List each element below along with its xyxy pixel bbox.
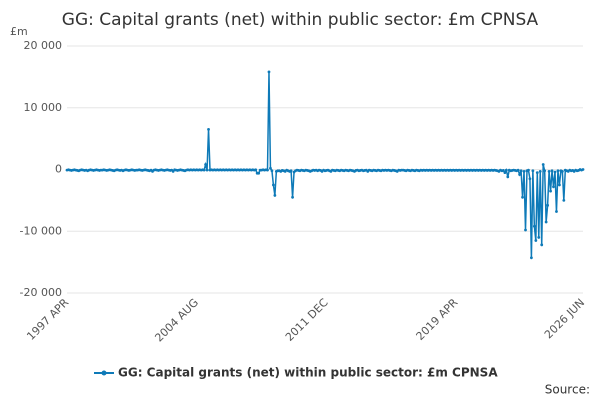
point xyxy=(272,183,275,187)
point xyxy=(503,171,507,174)
point xyxy=(540,243,544,247)
point xyxy=(522,169,526,173)
x-tick-label: 2026 JUN xyxy=(542,296,587,341)
point xyxy=(530,256,533,260)
point xyxy=(202,168,206,172)
point xyxy=(501,169,505,172)
point xyxy=(531,169,535,173)
point xyxy=(555,210,558,213)
point xyxy=(543,169,547,173)
legend-label: GG: Capital grants (net) within public s… xyxy=(118,366,498,380)
x-tick-label: 2019 APR xyxy=(414,296,461,343)
point xyxy=(535,171,539,174)
point xyxy=(205,168,209,172)
point xyxy=(516,168,520,172)
y-tick-label: -20 000 xyxy=(20,286,62,299)
point xyxy=(528,177,532,181)
point xyxy=(537,236,541,239)
point xyxy=(518,173,522,176)
point xyxy=(524,228,527,232)
point xyxy=(552,185,555,189)
chart-title: GG: Capital grants (net) within public s… xyxy=(62,10,539,30)
point xyxy=(544,220,548,224)
y-tick-label: 10 000 xyxy=(24,101,63,114)
y-unit: £m xyxy=(10,25,28,38)
point xyxy=(291,195,294,199)
point xyxy=(204,163,207,166)
x-tick-label: 1997 APR xyxy=(24,296,71,343)
point xyxy=(581,168,585,171)
point xyxy=(553,170,557,174)
point xyxy=(549,189,552,193)
point xyxy=(506,175,510,179)
source: Source: xyxy=(545,383,590,397)
x-tick-label: 2011 DEC xyxy=(283,296,331,344)
point xyxy=(269,166,272,170)
point xyxy=(534,239,538,242)
point xyxy=(254,168,258,172)
point xyxy=(546,203,550,207)
point xyxy=(541,163,545,166)
y-tick-label: 20 000 xyxy=(24,39,63,52)
point xyxy=(273,194,277,197)
point xyxy=(521,195,524,199)
point xyxy=(560,169,564,173)
point xyxy=(519,169,523,173)
legend-marker xyxy=(101,370,107,376)
point xyxy=(267,70,271,74)
point xyxy=(547,169,551,173)
series-line xyxy=(66,71,584,258)
point xyxy=(207,127,210,131)
point xyxy=(538,169,542,173)
point xyxy=(556,169,560,173)
point xyxy=(558,183,561,187)
point xyxy=(257,171,261,175)
point xyxy=(504,168,508,172)
point xyxy=(270,169,274,173)
point xyxy=(550,169,554,173)
legend: GG: Capital grants (net) within public s… xyxy=(94,366,498,380)
point xyxy=(527,168,530,172)
point xyxy=(532,224,536,228)
y-tick-label: 0 xyxy=(55,163,62,176)
y-tick-label: -10 000 xyxy=(20,224,62,237)
point xyxy=(266,168,269,172)
point xyxy=(562,198,566,202)
point xyxy=(289,169,293,173)
x-tick-label: 2004 AUG xyxy=(152,296,201,345)
